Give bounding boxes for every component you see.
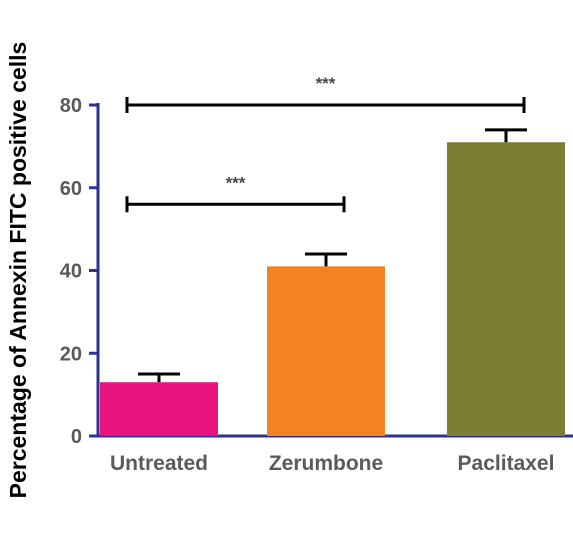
y-tick-label: 40 [60,261,82,283]
significance-label: *** [316,74,336,93]
y-axis-label: Percentage of Annexin FITC positive cell… [5,42,31,499]
category-label: Paclitaxel [458,452,555,475]
y-tick-label: 20 [60,343,82,365]
bar-zerumbone [267,266,385,436]
y-tick-label: 60 [60,178,82,200]
bar-paclitaxel [447,142,565,437]
category-label: Untreated [110,452,208,475]
bar-untreated [100,382,218,436]
category-label: Zerumbone [269,452,383,475]
y-tick-label: 80 [60,95,82,117]
significance-label: *** [226,173,246,192]
y-tick-label: 0 [71,426,82,448]
